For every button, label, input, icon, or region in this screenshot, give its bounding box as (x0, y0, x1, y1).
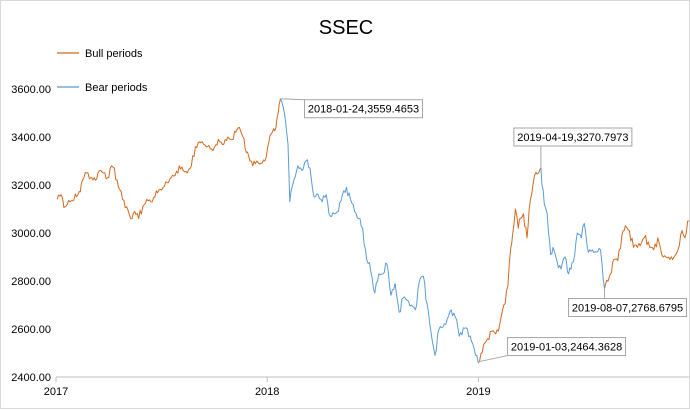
bear-series-line (280, 98, 480, 364)
annotation-label: 2019-08-07,2768.6795 (572, 303, 683, 315)
y-tick-label: 2400.00 (11, 372, 51, 384)
bull-series-line (56, 98, 281, 220)
annotation-label: 2018-01-24,3559.4653 (308, 104, 419, 116)
y-tick-label: 2600.00 (11, 324, 51, 336)
annotation-leader (479, 355, 508, 363)
x-tick-label: 2018 (255, 386, 279, 398)
y-tick-label: 3200.00 (11, 180, 51, 192)
bear-series-line (540, 167, 605, 289)
legend-bull-label: Bull periods (85, 48, 143, 60)
x-tick-label: 2017 (44, 386, 68, 398)
axes: 2400.00 2600.00 2800.00 3000.00 3200.00 3400.… (11, 84, 689, 398)
legend-bear-label: Bear periods (85, 82, 148, 94)
y-tick-label: 3400.00 (11, 132, 51, 144)
annotation-layer: 2018-01-24,3559.4653 2019-04-19,3270.7973… (280, 98, 688, 363)
y-tick-label: 3000.00 (11, 228, 51, 240)
annotation-label: 2019-04-19,3270.7973 (517, 132, 628, 144)
x-tick-label: 2019 (466, 386, 490, 398)
legend: Bull periods Bear periods (57, 48, 148, 94)
annotation-leader (280, 98, 305, 101)
bull-series-line (479, 167, 542, 362)
annotation-box (513, 127, 633, 147)
bull-series-line (604, 220, 690, 289)
chart-title: SSEC (319, 17, 373, 39)
y-tick-label: 2800.00 (11, 276, 51, 288)
series-layer (56, 98, 690, 364)
annotation-box (304, 99, 424, 119)
annotation-box (568, 298, 688, 318)
y-tick-label: 3600.00 (11, 84, 51, 96)
annotation-label: 2019-01-03,2464.3628 (511, 342, 622, 354)
annotation-box (507, 337, 627, 357)
